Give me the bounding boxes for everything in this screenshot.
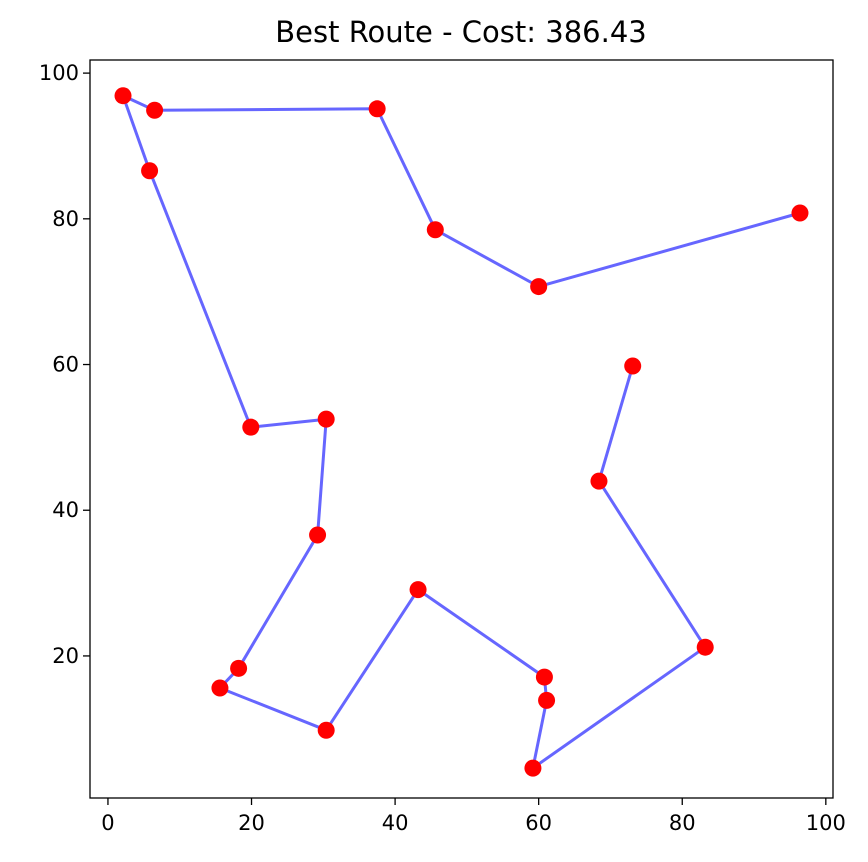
y-tick-label: 80 bbox=[52, 207, 79, 231]
x-tick-label: 0 bbox=[101, 811, 114, 835]
x-tick-label: 60 bbox=[525, 811, 552, 835]
city-point bbox=[696, 638, 714, 656]
axis-ticks: 0 20 40 60 80 100 20 40 60 80 100 bbox=[39, 61, 846, 835]
city-point bbox=[368, 100, 386, 118]
city-point bbox=[426, 221, 444, 239]
city-point bbox=[309, 526, 327, 544]
city-point bbox=[624, 357, 642, 375]
city-point bbox=[230, 659, 248, 677]
city-point bbox=[791, 204, 809, 222]
x-tick-label: 100 bbox=[806, 811, 846, 835]
city-point bbox=[524, 759, 542, 777]
city-point bbox=[590, 472, 608, 490]
y-tick-label: 100 bbox=[39, 61, 79, 85]
city-point bbox=[114, 87, 132, 105]
city-point bbox=[146, 101, 164, 119]
city-point bbox=[211, 679, 229, 697]
city-point bbox=[317, 721, 335, 739]
city-point bbox=[535, 668, 553, 686]
x-tick-label: 20 bbox=[238, 811, 265, 835]
city-point bbox=[530, 278, 548, 296]
city-point bbox=[242, 418, 260, 436]
city-point bbox=[141, 162, 159, 180]
x-tick-label: 80 bbox=[669, 811, 696, 835]
x-tick-label: 40 bbox=[382, 811, 409, 835]
y-tick-label: 20 bbox=[52, 644, 79, 668]
city-point bbox=[317, 410, 335, 428]
chart-title: Best Route - Cost: 386.43 bbox=[275, 15, 646, 49]
plot-area-frame bbox=[89, 59, 834, 799]
route-line bbox=[121, 94, 802, 770]
route-series bbox=[114, 87, 809, 777]
y-tick-label: 60 bbox=[52, 353, 79, 377]
city-point bbox=[409, 581, 427, 599]
city-point bbox=[538, 691, 556, 709]
y-tick-label: 40 bbox=[52, 498, 79, 522]
